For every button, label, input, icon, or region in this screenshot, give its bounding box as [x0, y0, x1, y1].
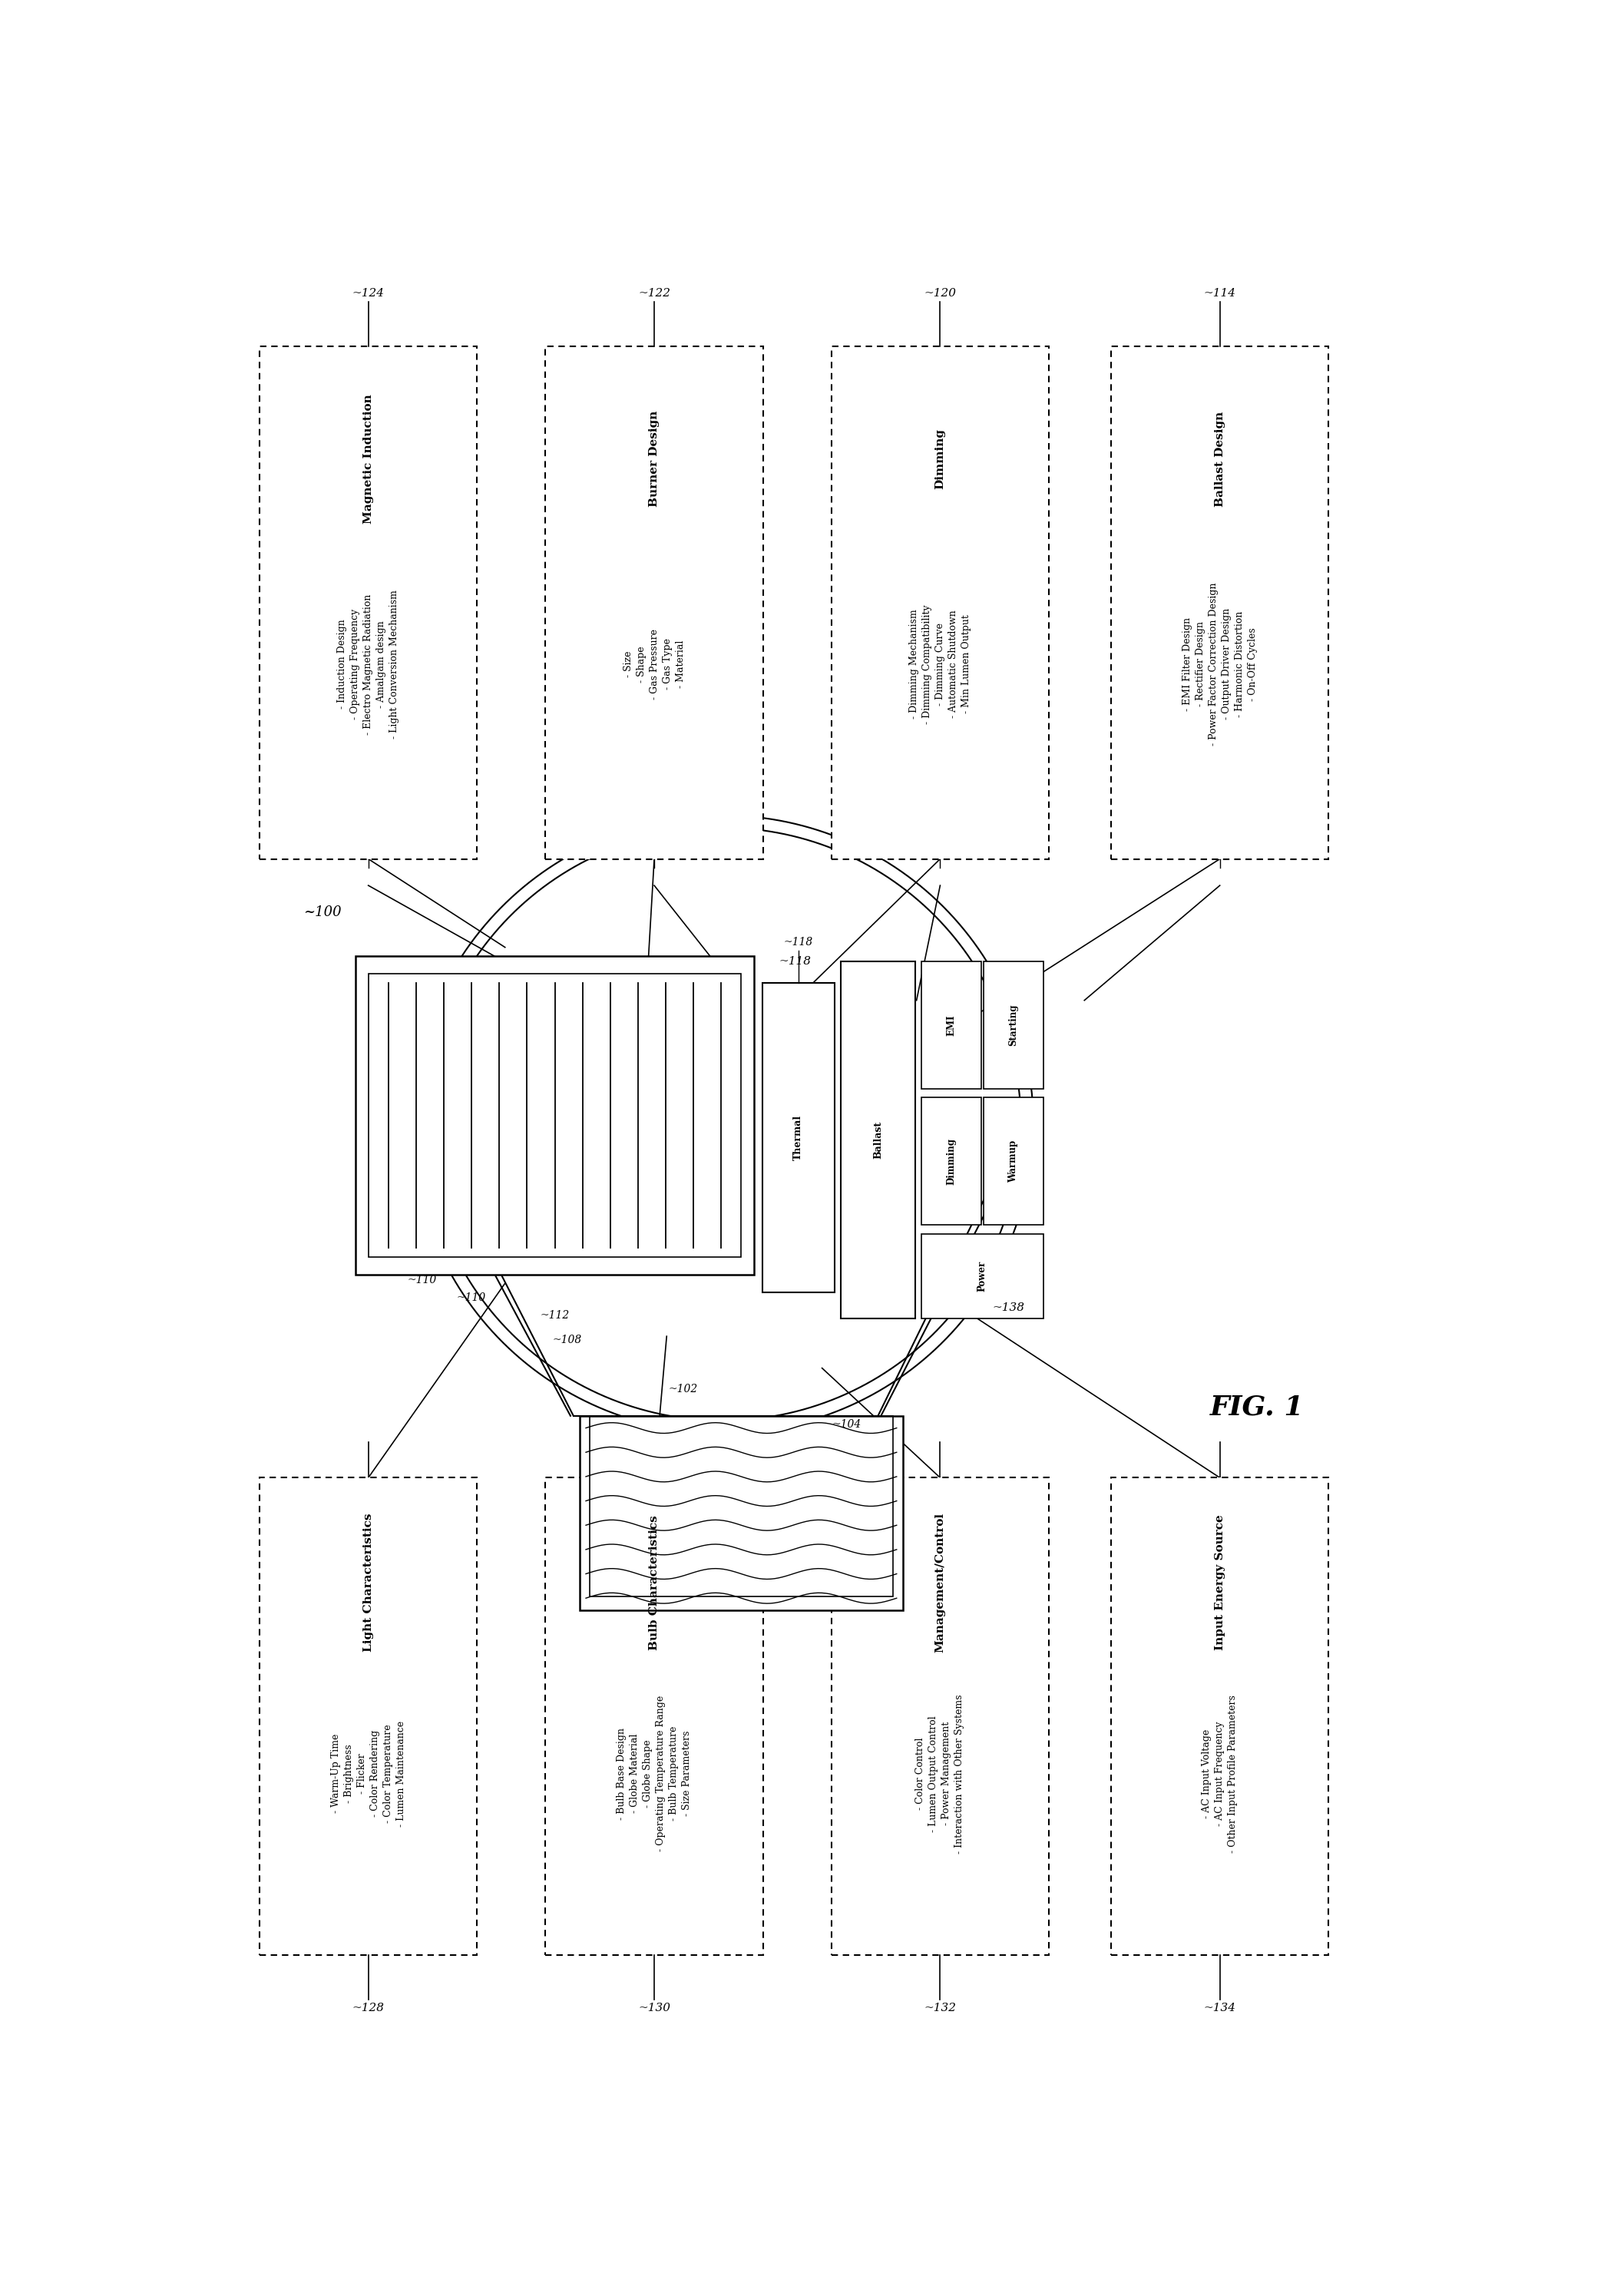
- Text: Ballast Design: Ballast Design: [1214, 411, 1225, 507]
- Text: Thermal: Thermal: [794, 1114, 804, 1159]
- Bar: [369, 974, 741, 1256]
- Bar: [921, 962, 982, 1088]
- Text: FIG. 1: FIG. 1: [1209, 1394, 1304, 1419]
- Text: ~114: ~114: [1203, 287, 1237, 298]
- Bar: [831, 1479, 1049, 1956]
- Bar: [356, 955, 754, 1274]
- Polygon shape: [425, 827, 1020, 1421]
- Text: Ballast: Ballast: [873, 1120, 882, 1159]
- Bar: [260, 347, 476, 859]
- Bar: [921, 1233, 1043, 1318]
- Text: ~118: ~118: [778, 955, 812, 967]
- Bar: [545, 1479, 764, 1956]
- Text: Dimming: Dimming: [935, 429, 945, 489]
- Bar: [260, 1479, 476, 1956]
- Text: ~130: ~130: [638, 2002, 670, 2014]
- Text: EMI: EMI: [946, 1015, 956, 1035]
- Text: ~124: ~124: [353, 287, 385, 298]
- Text: Burner Design: Burner Design: [650, 411, 659, 507]
- Text: ~104: ~104: [832, 1419, 861, 1430]
- Text: ~128: ~128: [353, 2002, 385, 2014]
- Text: Bulb Characteristics: Bulb Characteristics: [650, 1515, 659, 1651]
- Text: Dimming: Dimming: [946, 1139, 956, 1185]
- Text: ~112: ~112: [541, 1309, 569, 1320]
- Text: ~122: ~122: [638, 287, 670, 298]
- Text: - EMI Filter Design
- Rectifier Design
- Power Factor Correction Design
- Output: - EMI Filter Design - Rectifier Design -…: [1182, 583, 1258, 746]
- Text: - Size
- Shape
- Gas Pressure
- Gas Type
- Material: - Size - Shape - Gas Pressure - Gas Type…: [622, 629, 685, 700]
- Bar: [831, 347, 1049, 859]
- Text: ~132: ~132: [924, 2002, 956, 2014]
- Text: Warmup: Warmup: [1009, 1141, 1019, 1182]
- Text: - AC Input Voltage
- AC Input Frequency
- Other Input Profile Parameters: - AC Input Voltage - AC Input Frequency …: [1201, 1694, 1238, 1853]
- Text: ~138: ~138: [993, 1302, 1025, 1313]
- Bar: [579, 1417, 903, 1609]
- Bar: [590, 1417, 893, 1596]
- Text: ~102: ~102: [669, 1384, 698, 1394]
- Text: Starting: Starting: [1009, 1003, 1019, 1047]
- Text: ~108: ~108: [552, 1334, 582, 1345]
- Bar: [983, 962, 1043, 1088]
- Text: - Color Control
- Lumen Output Control
- Power Management
- Interaction with Oth: - Color Control - Lumen Output Control -…: [916, 1694, 964, 1853]
- Text: ~100: ~100: [303, 905, 342, 918]
- Text: ~118: ~118: [784, 937, 813, 948]
- Bar: [1112, 347, 1328, 859]
- Text: ~110: ~110: [407, 1274, 436, 1286]
- Text: Magnetic Induction: Magnetic Induction: [363, 395, 374, 523]
- Bar: [1112, 1479, 1328, 1956]
- Text: - Induction Design
- Operating Frequency
- Electro Magnetic Radiation
- Amalgam : - Induction Design - Operating Frequency…: [337, 590, 399, 739]
- Text: Power: Power: [977, 1261, 988, 1293]
- Text: - Bulb Base Design
- Globe Material
- Globe Shape
- Operating Temperature Range
: - Bulb Base Design - Globe Material - Gl…: [616, 1697, 691, 1851]
- Bar: [840, 962, 916, 1318]
- Text: - Warm-Up Time
- Brightness
- Flicker
- Color Rendering
- Color Temperature
- Lu: - Warm-Up Time - Brightness - Flicker - …: [330, 1720, 406, 1828]
- Text: Management/Control: Management/Control: [935, 1513, 945, 1653]
- Text: Input Energy Source: Input Energy Source: [1214, 1515, 1225, 1651]
- Text: ~110: ~110: [457, 1293, 486, 1302]
- Bar: [921, 1097, 982, 1224]
- Text: ~134: ~134: [1203, 2002, 1237, 2014]
- Bar: [545, 347, 764, 859]
- Bar: [762, 983, 834, 1293]
- Text: - Dimming Mechanism
- Dimming Compatibility
- Dimming Curve
- Automatic Shutdown: - Dimming Mechanism - Dimming Compatibil…: [909, 604, 972, 723]
- Bar: [983, 1097, 1043, 1224]
- Text: ~120: ~120: [924, 287, 956, 298]
- Text: Light Characteristics: Light Characteristics: [363, 1513, 374, 1653]
